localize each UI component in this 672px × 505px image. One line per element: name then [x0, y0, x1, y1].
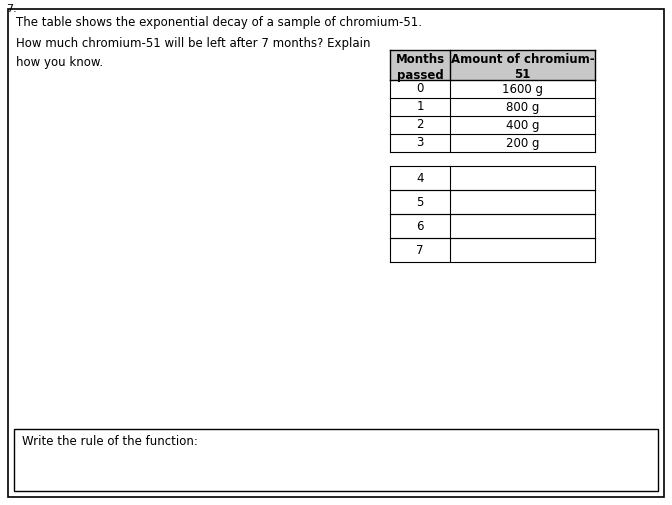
FancyBboxPatch shape — [390, 50, 595, 80]
Text: 5: 5 — [417, 195, 423, 209]
Text: 7: 7 — [416, 243, 424, 257]
Text: The table shows the exponential decay of a sample of chromium-51.: The table shows the exponential decay of… — [16, 16, 422, 29]
Text: 4: 4 — [416, 172, 424, 184]
Text: Amount of chromium-
51: Amount of chromium- 51 — [451, 53, 594, 81]
Text: 1: 1 — [416, 100, 424, 114]
Text: 800 g: 800 g — [506, 100, 539, 114]
FancyBboxPatch shape — [14, 429, 658, 491]
Text: How much chromium-51 will be left after 7 months? Explain
how you know.: How much chromium-51 will be left after … — [16, 37, 370, 69]
Text: 6: 6 — [416, 220, 424, 232]
Text: 400 g: 400 g — [506, 119, 539, 131]
Text: 2: 2 — [416, 119, 424, 131]
FancyBboxPatch shape — [8, 9, 664, 497]
Text: 0: 0 — [417, 82, 423, 95]
Text: 7.: 7. — [6, 4, 17, 14]
Text: 200 g: 200 g — [506, 136, 539, 149]
Text: Write the rule of the function:: Write the rule of the function: — [22, 435, 198, 448]
Text: 1600 g: 1600 g — [502, 82, 543, 95]
Text: 3: 3 — [417, 136, 423, 149]
Text: Months
passed: Months passed — [395, 53, 445, 81]
